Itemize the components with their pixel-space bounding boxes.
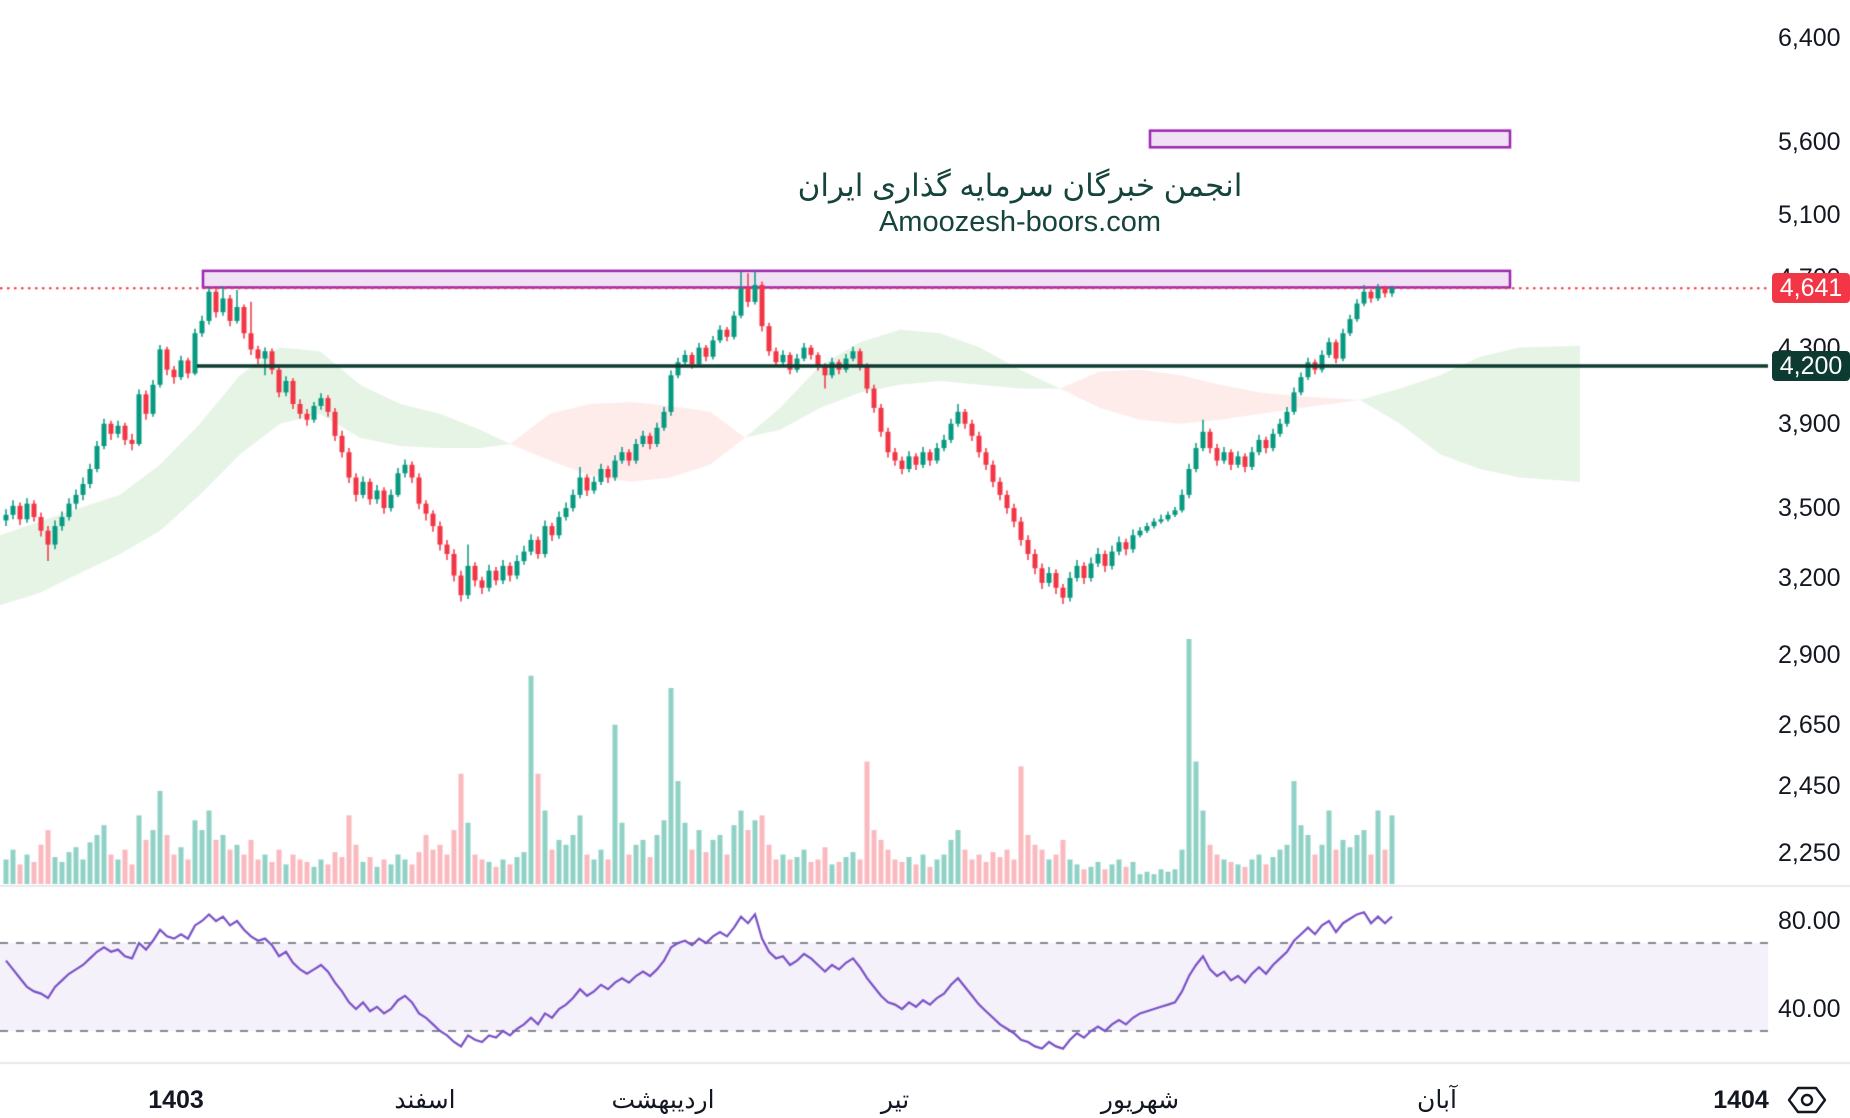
x-axis-label: شهریور [1100, 1086, 1180, 1114]
rsi-axis-tick: 80.00 [1778, 907, 1841, 935]
y-axis-tick: 3,500 [1778, 494, 1841, 523]
hexagon-eye-icon[interactable] [1786, 1084, 1828, 1116]
x-axis-label: 1403 [148, 1086, 204, 1114]
y-axis-tick: 5,600 [1778, 127, 1841, 156]
y-axis-tick: 5,100 [1778, 200, 1841, 229]
y-axis-tick: 6,400 [1778, 23, 1841, 52]
x-axis-label: 1404 [1713, 1086, 1769, 1114]
price-marker-4641[interactable]: 4,641 [1772, 273, 1850, 304]
y-axis-tick: 2,250 [1778, 838, 1841, 867]
y-axis-tick: 2,650 [1778, 710, 1841, 739]
x-axis-label: آبان [1417, 1086, 1457, 1114]
y-axis-tick: 3,200 [1778, 563, 1841, 592]
x-axis-label: اسفند [394, 1086, 456, 1114]
x-axis-label: تیر [880, 1086, 910, 1114]
x-axis-label: اردیبهشت [611, 1086, 715, 1114]
price-marker-4200[interactable]: 4,200 [1772, 350, 1850, 381]
y-axis-tick: 2,900 [1778, 640, 1841, 669]
rsi-axis-tick: 40.00 [1778, 995, 1841, 1023]
y-axis-tick: 2,450 [1778, 772, 1841, 801]
y-axis-tick: 3,900 [1778, 409, 1841, 438]
